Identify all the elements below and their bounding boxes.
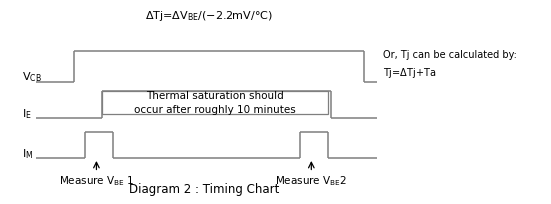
Text: Or, Tj can be calculated by:: Or, Tj can be calculated by:	[383, 50, 517, 60]
Text: Measure V$_{\mathregular{BE}}$ 1: Measure V$_{\mathregular{BE}}$ 1	[58, 174, 134, 188]
Text: Diagram 2 : Timing Chart: Diagram 2 : Timing Chart	[129, 183, 279, 196]
Text: V$_{\mathregular{CB}}$: V$_{\mathregular{CB}}$	[22, 71, 42, 84]
Text: Thermal saturation should
occur after roughly 10 minutes: Thermal saturation should occur after ro…	[134, 91, 296, 114]
Text: Measure V$_{\mathregular{BE}}$2: Measure V$_{\mathregular{BE}}$2	[275, 174, 348, 188]
Text: I$_{\mathregular{M}}$: I$_{\mathregular{M}}$	[22, 147, 33, 161]
Text: Tj=$\Delta$Tj+Ta: Tj=$\Delta$Tj+Ta	[383, 67, 436, 80]
Text: I$_{\mathregular{E}}$: I$_{\mathregular{E}}$	[22, 107, 32, 121]
Text: $\Delta$Tj=$\Delta$V$_{\mathregular{BE}}$/(−2.2mV/°C): $\Delta$Tj=$\Delta$V$_{\mathregular{BE}}…	[145, 9, 273, 23]
FancyBboxPatch shape	[102, 91, 328, 114]
